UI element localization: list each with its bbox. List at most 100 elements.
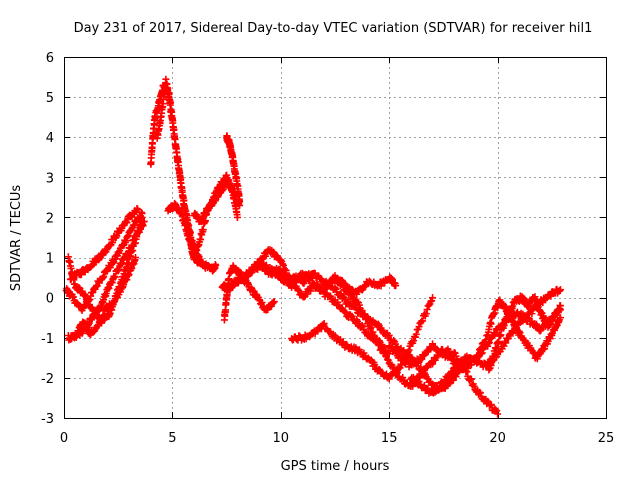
series-arc-19 [407, 285, 564, 397]
data-point [358, 322, 366, 330]
data-point [331, 272, 339, 280]
series-arc-5 [71, 254, 140, 341]
data-point [475, 351, 483, 359]
y-tick-label: 4 [46, 131, 54, 146]
data-point [170, 125, 178, 133]
y-tick-label: -2 [41, 372, 54, 387]
data-point [212, 262, 220, 270]
data-point [528, 310, 536, 318]
data-point [307, 287, 315, 295]
data-point [236, 197, 244, 205]
series-arc-15 [288, 294, 437, 383]
data-point [277, 256, 285, 264]
data-point [303, 290, 311, 298]
data-point [261, 252, 269, 260]
data-point [431, 388, 439, 396]
data-point [370, 331, 378, 339]
data-point [390, 336, 398, 344]
data-point [390, 363, 398, 371]
data-point [294, 286, 302, 294]
y-tick-label: 2 [46, 211, 54, 226]
data-point [168, 108, 176, 116]
data-point [556, 302, 564, 310]
data-point [197, 236, 205, 244]
data-point [412, 330, 420, 338]
data-point [477, 344, 485, 352]
series-arc-17 [320, 272, 502, 418]
data-point [369, 328, 377, 336]
data-point [343, 341, 351, 349]
y-tick-label: 1 [46, 252, 54, 267]
data-point [504, 334, 512, 342]
data-point [199, 226, 207, 234]
series-arc-20 [472, 296, 564, 364]
data-point [319, 321, 327, 329]
data-point [488, 333, 496, 341]
series-arc-4 [67, 205, 142, 283]
data-point [470, 382, 478, 390]
data-point [419, 317, 427, 325]
data-point [429, 340, 437, 348]
data-point [111, 273, 119, 281]
data-point [556, 314, 564, 322]
data-point [427, 298, 435, 306]
data-point [361, 311, 369, 319]
series-arc-3 [64, 217, 148, 344]
data-point [547, 292, 555, 300]
plot-frame [64, 57, 607, 419]
data-point [492, 406, 500, 414]
data-point [487, 401, 495, 409]
series-arc-21 [485, 292, 564, 374]
data-point [392, 282, 400, 290]
data-point [331, 284, 339, 292]
data-point [409, 382, 417, 390]
data-point [476, 389, 484, 397]
y-tick-label: -1 [41, 332, 54, 347]
x-axis-title: GPS time / hours [281, 459, 390, 474]
data-point [418, 355, 426, 363]
data-point [134, 205, 142, 213]
data-point [364, 318, 372, 326]
data-point [340, 294, 348, 302]
data-point [140, 217, 148, 225]
data-point [425, 301, 433, 309]
data-point [429, 360, 437, 368]
data-point [169, 117, 177, 125]
data-point [320, 320, 328, 328]
data-point [482, 336, 490, 344]
x-tick-labels: 0 5 10 15 20 25 [60, 431, 614, 446]
x-tick-label: 25 [598, 431, 615, 446]
x-tick-label: 5 [168, 431, 176, 446]
data-point [374, 320, 382, 328]
data-point [348, 312, 356, 320]
data-point [502, 339, 510, 347]
data-point [233, 213, 241, 221]
data-point [374, 341, 382, 349]
y-axis-title: SDTVAR / TECUs [9, 185, 24, 292]
data-point [467, 361, 475, 369]
data-point [415, 323, 423, 331]
y-tick-label: 6 [46, 51, 54, 66]
data-point [132, 254, 140, 262]
data-point [363, 314, 371, 322]
x-tick-label: 15 [381, 431, 398, 446]
data-point [494, 410, 502, 418]
y-tick-label: 5 [46, 91, 54, 106]
data-point [355, 301, 363, 309]
data-point [523, 314, 531, 322]
y-tick-label: 0 [46, 292, 54, 307]
data-point [422, 310, 430, 318]
data-point [197, 258, 205, 266]
data-point [174, 158, 182, 166]
x-tick-label: 20 [489, 431, 506, 446]
data-point [167, 98, 175, 106]
y-tick-label: -3 [41, 412, 54, 427]
data-point [420, 382, 428, 390]
data-markers [62, 75, 564, 418]
data-point [358, 307, 366, 315]
data-point [449, 376, 457, 384]
x-tick-label: 0 [60, 431, 68, 446]
data-point [423, 306, 431, 314]
